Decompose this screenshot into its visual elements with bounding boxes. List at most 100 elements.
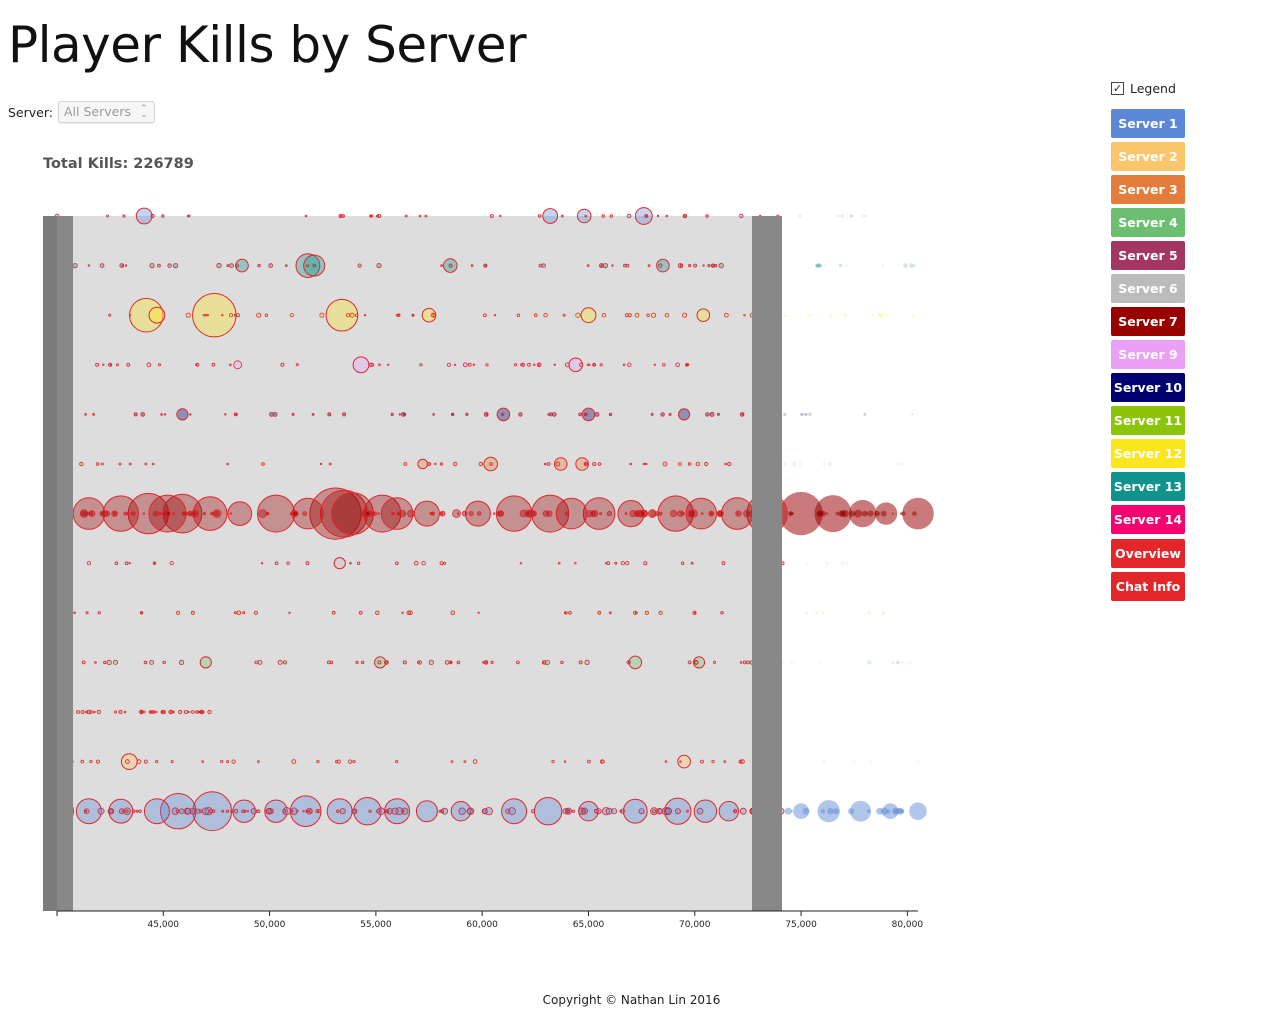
button-server-1[interactable]: Server 1	[1111, 109, 1185, 138]
kill-point	[563, 760, 567, 763]
kill-point	[533, 797, 563, 826]
kill-point	[882, 803, 899, 820]
kill-point	[86, 561, 92, 566]
kill-point	[128, 314, 132, 317]
kill-point	[160, 413, 163, 416]
kill-point	[118, 709, 123, 715]
button-server-9[interactable]: Server 9	[1111, 340, 1185, 369]
kill-point	[440, 809, 445, 814]
kill-point	[199, 809, 203, 813]
kill-point	[308, 809, 313, 814]
kill-point	[129, 512, 133, 515]
button-server-6[interactable]: Server 6	[1111, 274, 1185, 303]
kill-point	[483, 456, 499, 472]
button-server-2[interactable]: Server 2	[1111, 142, 1185, 171]
kill-point	[489, 214, 494, 218]
kill-point	[682, 312, 688, 318]
kill-point	[687, 660, 692, 665]
kill-point	[727, 461, 732, 467]
kill-point	[243, 809, 247, 813]
kill-point	[499, 214, 502, 218]
kill-point	[432, 313, 437, 318]
kill-point	[302, 511, 308, 516]
button-server-5[interactable]: Server 5	[1111, 241, 1185, 270]
kill-point	[295, 253, 321, 279]
kill-point	[163, 413, 167, 416]
button-server-11[interactable]: Server 11	[1111, 406, 1185, 435]
checkbox-checked-icon[interactable]: ✓	[1111, 82, 1124, 95]
kill-point	[724, 462, 727, 466]
kill-point	[578, 412, 583, 417]
button-server-12[interactable]: Server 12	[1111, 439, 1185, 468]
kill-point	[863, 412, 867, 416]
button-server-4[interactable]: Server 4	[1111, 208, 1185, 237]
kill-point	[693, 799, 718, 823]
kill-point	[696, 807, 704, 815]
kill-point	[295, 363, 299, 367]
kill-point	[256, 760, 260, 763]
brush-handle-right[interactable]	[752, 216, 782, 911]
kill-point	[201, 760, 205, 763]
page-title: Player Kills by Server	[8, 16, 527, 74]
kill-point	[897, 807, 905, 815]
kill-point	[124, 264, 128, 267]
kill-point	[546, 462, 551, 466]
kill-point	[516, 313, 521, 317]
kill-point	[288, 611, 291, 615]
kill-point	[231, 759, 236, 764]
kill-point	[862, 214, 866, 218]
button-server-14[interactable]: Server 14	[1111, 505, 1185, 534]
server-row-3	[56, 293, 915, 338]
kill-point	[85, 710, 89, 714]
server-row-8	[86, 557, 878, 570]
legend-toggle[interactable]: ✓ Legend	[1111, 81, 1176, 96]
kill-point	[560, 214, 564, 218]
kill-point	[820, 661, 822, 664]
kill-point	[397, 314, 401, 317]
kill-point	[118, 462, 122, 466]
server-row-7	[44, 487, 934, 540]
kill-point	[555, 497, 588, 530]
server-select-label: Server:	[8, 104, 53, 120]
button-server-10[interactable]: Server 10	[1111, 373, 1185, 402]
kill-point	[221, 809, 225, 813]
kill-point	[416, 661, 420, 664]
kill-point	[647, 264, 651, 268]
button-server-13[interactable]: Server 13	[1111, 472, 1185, 501]
kill-point	[909, 661, 912, 664]
kill-point	[709, 511, 714, 516]
kill-point	[820, 809, 825, 814]
kill-point	[634, 312, 640, 318]
kill-point	[593, 363, 597, 367]
button-chat-info[interactable]: Chat Info	[1111, 572, 1185, 601]
button-overview[interactable]: Overview	[1111, 539, 1185, 568]
kill-point	[395, 561, 399, 565]
kill-point	[401, 807, 409, 815]
kill-point	[472, 759, 478, 764]
x-tick-label: 70,000	[679, 920, 711, 930]
x-tick-label: 50,000	[254, 920, 286, 930]
kill-point	[877, 313, 882, 318]
kill-point	[144, 462, 148, 466]
kill-point	[146, 362, 152, 368]
kill-point	[184, 807, 192, 815]
kill-point	[443, 258, 458, 273]
kill-point	[685, 363, 688, 367]
kill-point	[867, 660, 872, 665]
kill-point	[476, 511, 482, 516]
kill-point	[783, 412, 787, 417]
kill-point	[211, 512, 215, 515]
kill-point	[800, 413, 802, 416]
kill-point	[446, 362, 452, 367]
kill-point	[368, 809, 372, 813]
kill-point	[83, 510, 89, 517]
kill-point	[700, 759, 704, 764]
button-server-3[interactable]: Server 3	[1111, 175, 1185, 204]
kill-point	[700, 512, 704, 515]
button-server-7[interactable]: Server 7	[1111, 307, 1185, 336]
kill-point	[814, 495, 852, 533]
kill-point	[628, 655, 643, 670]
kill-point	[121, 810, 125, 813]
server-select[interactable]: All Servers ⌃ ⌄	[57, 101, 155, 123]
kill-point	[233, 360, 243, 370]
